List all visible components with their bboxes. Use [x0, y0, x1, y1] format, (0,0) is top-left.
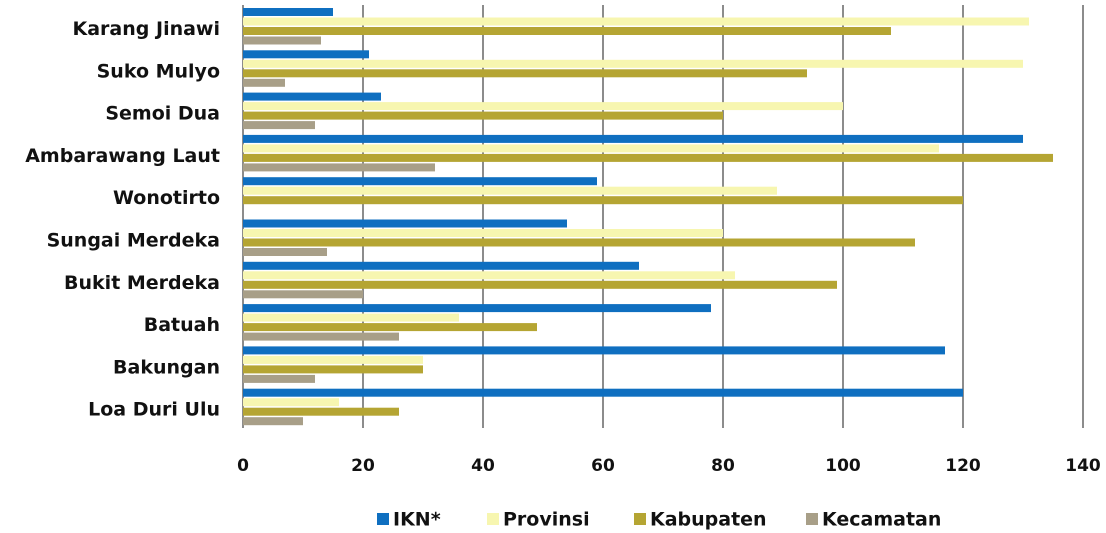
bar — [243, 261, 639, 270]
legend-label: Kabupaten — [650, 509, 767, 531]
bar — [243, 271, 735, 280]
bar — [243, 69, 807, 78]
bar — [243, 313, 459, 322]
bar — [243, 196, 963, 205]
bar — [243, 304, 711, 313]
bar — [243, 374, 315, 383]
x-tick-label: 20 — [351, 456, 375, 476]
legend-label: Provinsi — [503, 509, 590, 531]
y-tick-label: Ambarawang Laut — [25, 145, 220, 167]
y-tick-label: Bukit Merdeka — [64, 272, 220, 294]
x-tick-label: 100 — [825, 456, 861, 476]
bar — [243, 50, 369, 59]
bar — [243, 92, 381, 101]
x-tick-label: 40 — [471, 456, 495, 476]
legend-swatch — [806, 513, 818, 525]
legend-swatch — [487, 513, 499, 525]
bar — [243, 332, 399, 341]
bar — [243, 153, 1053, 162]
y-tick-label: Bakungan — [113, 356, 220, 378]
y-tick-label: Suko Mulyo — [97, 60, 220, 82]
bar — [243, 398, 339, 407]
bar — [243, 36, 321, 45]
bar — [243, 407, 399, 416]
bar — [243, 134, 1023, 143]
y-tick-label: Wonotirto — [113, 187, 220, 209]
bar — [243, 78, 285, 87]
y-tick-label: Semoi Dua — [105, 103, 220, 125]
bar — [243, 121, 315, 130]
x-tick-label: 80 — [711, 456, 735, 476]
bar — [243, 177, 597, 186]
bar — [243, 17, 1029, 26]
legend-swatch — [377, 513, 389, 525]
bar — [243, 229, 723, 237]
bar — [243, 290, 363, 299]
bar — [243, 8, 333, 16]
y-tick-label: Karang Jinawi — [73, 18, 220, 40]
bar — [243, 417, 303, 426]
bar — [243, 59, 1023, 68]
bar — [243, 186, 777, 195]
bar — [243, 144, 939, 153]
bar — [243, 219, 567, 228]
legend-swatch — [634, 513, 646, 525]
x-tick-label: 140 — [1065, 456, 1101, 476]
bar — [243, 111, 723, 120]
bar — [243, 346, 945, 355]
bar — [243, 323, 537, 332]
bar — [243, 365, 423, 374]
legend-label: IKN* — [393, 509, 441, 531]
bar — [243, 27, 891, 35]
x-tick-label: 60 — [591, 456, 615, 476]
bar — [243, 248, 327, 256]
bar — [243, 163, 435, 172]
bar — [243, 102, 843, 111]
bar — [243, 280, 837, 289]
y-tick-label: Loa Duri Ulu — [88, 399, 220, 421]
y-tick-label: Batuah — [144, 314, 220, 336]
bar — [243, 355, 423, 364]
bar — [243, 388, 963, 397]
legend-label: Kecamatan — [822, 509, 941, 531]
bar — [243, 238, 915, 247]
x-tick-label: 0 — [237, 456, 249, 476]
x-tick-label: 120 — [945, 456, 981, 476]
y-tick-label: Sungai Merdeka — [47, 230, 220, 252]
